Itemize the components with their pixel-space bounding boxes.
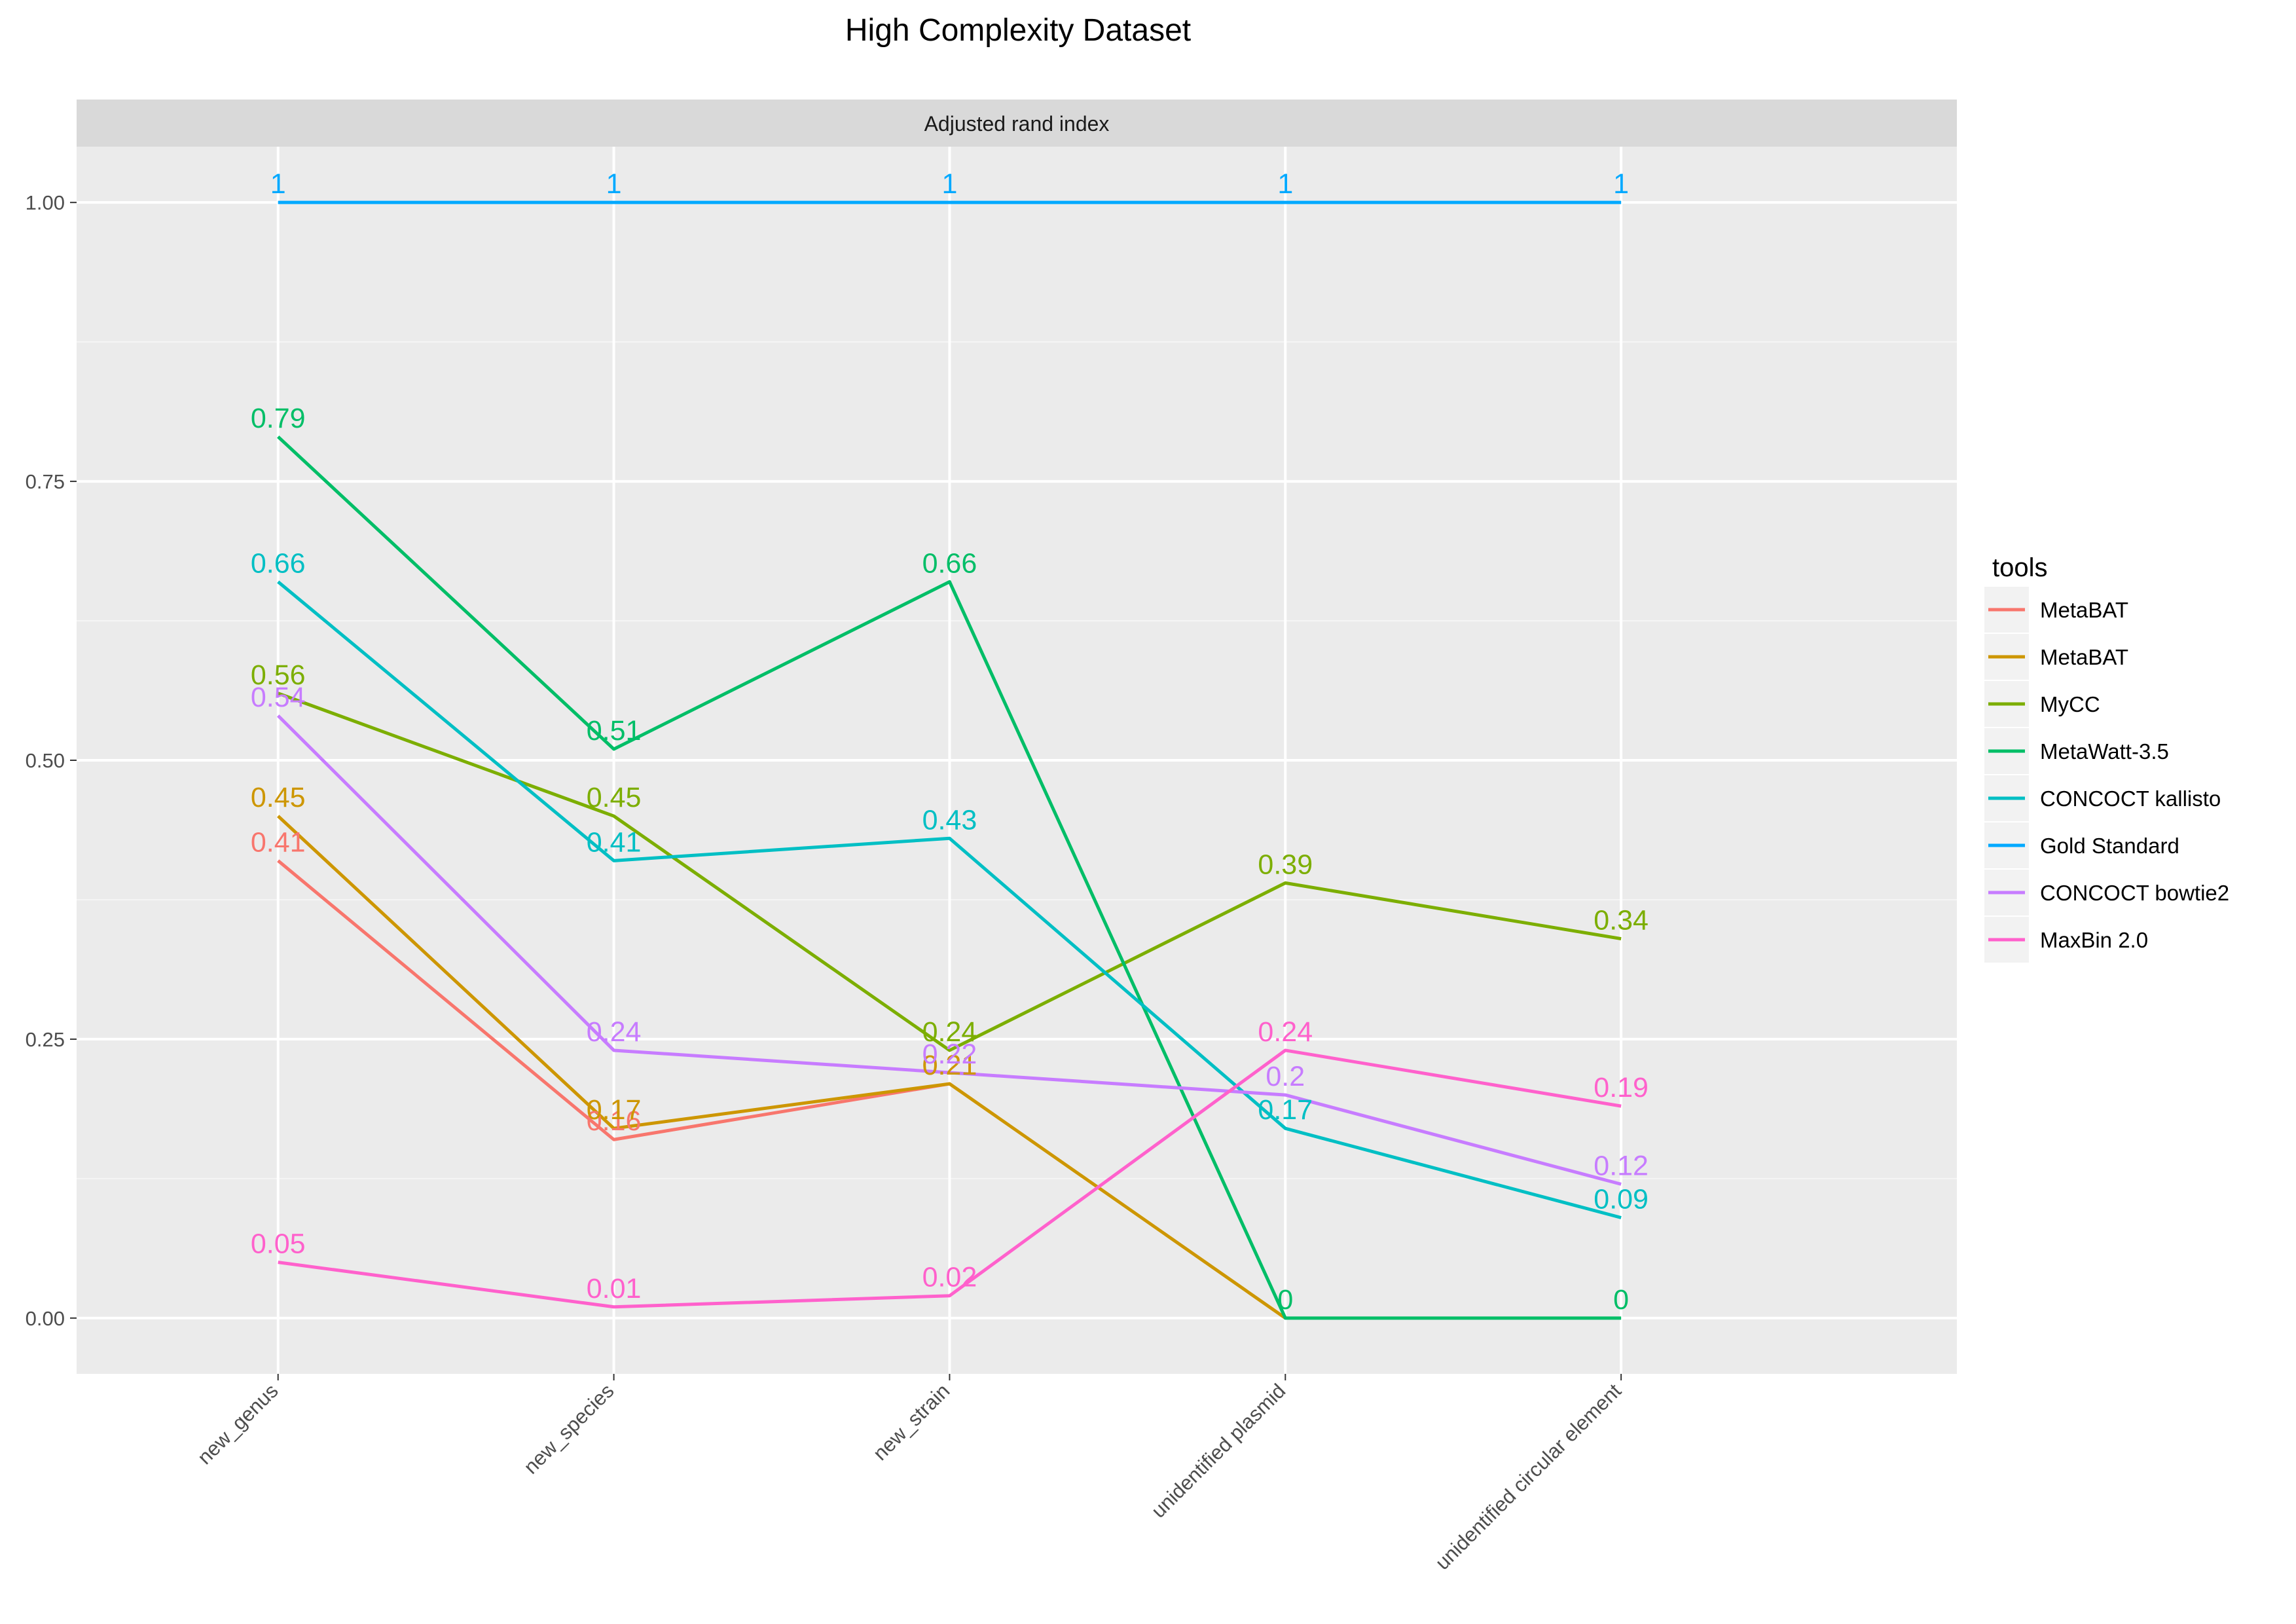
series-lines [276, 200, 1622, 1320]
data-label: 0.43 [922, 804, 977, 836]
legend-label: MetaBAT [2040, 645, 2128, 669]
data-label: 0 [1613, 1284, 1629, 1316]
data-label: 1 [941, 168, 957, 200]
data-label: 0.45 [251, 782, 306, 813]
data-label: 0.39 [1258, 849, 1313, 880]
data-label: 0.56 [251, 659, 306, 691]
x-tick-label: unidentified circular element [1430, 1379, 1626, 1574]
data-label: 0.79 [251, 403, 306, 434]
data-label: 0.05 [251, 1228, 306, 1260]
data-label: 0.41 [587, 826, 642, 858]
x-tick-label: new_species [519, 1379, 618, 1478]
legend-label: MetaBAT [2040, 598, 2128, 622]
legend-label: MetaWatt-3.5 [2040, 739, 2169, 764]
y-axis: 0.00 0.25 0.50 0.75 1.00 [26, 191, 77, 1330]
data-label: 0.34 [1594, 905, 1649, 936]
data-label: 0.02 [922, 1262, 977, 1293]
series-line [277, 580, 1622, 1219]
data-label: 0.09 [1594, 1183, 1649, 1215]
y-tick-label: 0.25 [26, 1028, 65, 1051]
legend-label: CONCOCT kallisto [2040, 786, 2221, 811]
data-label: 0.24 [587, 1016, 642, 1048]
facet-strip-label: Adjusted rand index [924, 112, 1110, 136]
data-label: 0.17 [587, 1094, 642, 1126]
data-label: 0.19 [1594, 1072, 1649, 1103]
data-label: 0.21 [922, 1050, 977, 1081]
data-label: 0.21 [922, 1050, 977, 1081]
y-tick-label: 0.00 [26, 1307, 65, 1330]
data-label: 1 [606, 168, 622, 200]
legend-label: Gold Standard [2040, 834, 2179, 858]
chart-title: High Complexity Dataset [845, 13, 1191, 48]
x-tick-label: new_strain [869, 1379, 955, 1465]
data-label: 1 [270, 168, 286, 200]
series-line [277, 859, 950, 1141]
data-label: 0.54 [251, 682, 306, 713]
y-tick-label: 1.00 [26, 191, 65, 214]
data-label: 0.12 [1594, 1150, 1649, 1181]
x-tick-label: unidentified plasmid [1147, 1379, 1290, 1522]
data-label: 0.16 [587, 1105, 642, 1137]
series-line [277, 435, 1622, 1320]
series-line [278, 1048, 1622, 1309]
minor-gridlines [77, 341, 1957, 1179]
data-label: 0.01 [587, 1273, 642, 1304]
series-line [277, 815, 1286, 1320]
data-labels: 0.410.160.210.450.170.210.560.450.240.39… [251, 168, 1649, 1316]
data-label: 0.51 [587, 715, 642, 747]
legend-label: CONCOCT bowtie2 [2040, 881, 2229, 905]
y-tick-label: 0.50 [26, 749, 65, 772]
data-label: 1 [1613, 168, 1629, 200]
data-label: 0.66 [922, 547, 977, 579]
data-label: 0 [1277, 1284, 1293, 1316]
facet-strip [77, 100, 1957, 147]
data-label: 0.45 [587, 782, 642, 813]
data-label: 1 [1277, 168, 1293, 200]
legend: tools MetaBAT MetaBAT MyCC MetaWatt-3.5 CONC… [1983, 553, 2229, 964]
legend-title: tools [1992, 553, 2048, 582]
data-label: 0.24 [1258, 1016, 1313, 1048]
data-label: 0.22 [922, 1039, 977, 1070]
y-tick-label: 0.75 [26, 470, 65, 493]
series-line [276, 714, 1622, 1186]
data-label: 0.66 [251, 547, 306, 579]
series-line [277, 692, 1622, 1052]
major-gridlines [77, 147, 1957, 1374]
data-label: 0.2 [1266, 1061, 1305, 1092]
legend-label: MaxBin 2.0 [2040, 928, 2148, 952]
x-axis: new_genus new_species new_strain unidentifi… [193, 1374, 1626, 1574]
data-label: 0.24 [922, 1016, 977, 1048]
legend-label: MyCC [2040, 692, 2100, 716]
data-label: 0.17 [1258, 1094, 1313, 1126]
x-tick-label: new_genus [193, 1379, 283, 1469]
data-label: 0.41 [251, 826, 306, 858]
